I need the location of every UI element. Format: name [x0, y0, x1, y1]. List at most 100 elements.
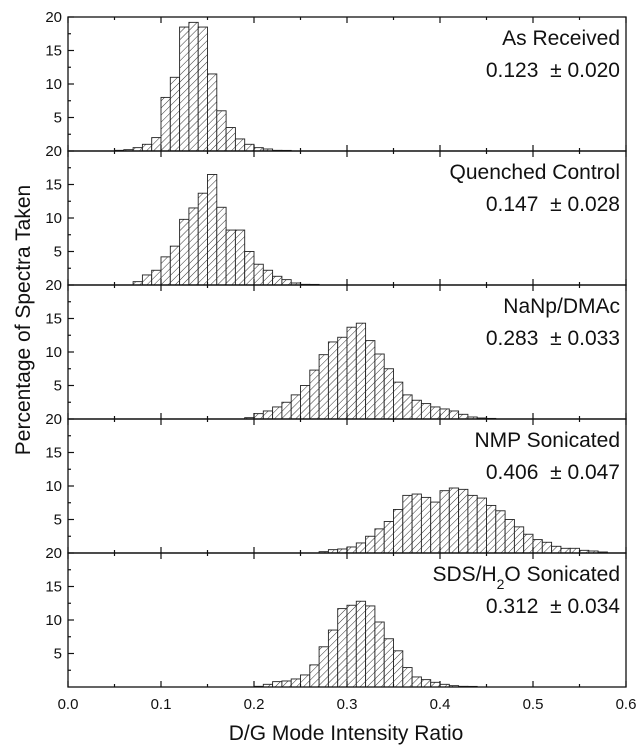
- histogram-bar: [179, 218, 190, 286]
- histogram-bar: [253, 263, 264, 286]
- histogram-bar: [179, 26, 190, 152]
- x-axis-title: D/G Mode Intensity Ratio: [229, 722, 464, 745]
- histogram-bar: [337, 336, 348, 420]
- histogram-bar: [551, 545, 562, 554]
- histogram-bar: [439, 408, 450, 420]
- x-tick-label: 0.3: [337, 696, 358, 713]
- panel-3: 5 10 15 20 NMP Sonicated 0.406 ± 0.047: [45, 411, 627, 554]
- histogram-bar: [216, 110, 227, 152]
- histogram-bar: [569, 547, 580, 554]
- histogram-bar: [355, 542, 367, 554]
- histogram-bar: [365, 605, 376, 688]
- panel-stats: 0.312 ± 0.034: [486, 595, 620, 618]
- y-tick-label: 20: [45, 277, 62, 294]
- x-axis: 0.0 0.1 0.2 0.3 0.4 0.5 0.6: [58, 696, 637, 713]
- histogram-bar: [476, 497, 487, 554]
- histogram-bar: [374, 353, 385, 420]
- x-tick-label: 0.6: [616, 696, 637, 713]
- y-tick-label: 15: [45, 311, 62, 328]
- histogram-bar: [374, 621, 385, 688]
- y-tick-label: 5: [54, 110, 62, 127]
- histogram-bar: [448, 487, 460, 554]
- panel-stats: 0.147 ± 0.028: [486, 193, 620, 216]
- histogram-bar: [337, 608, 348, 688]
- histogram-bar: [383, 368, 394, 420]
- histogram-bar: [318, 646, 329, 688]
- histogram-bar: [253, 413, 264, 420]
- histogram-bar: [262, 410, 274, 420]
- histogram-bar: [513, 526, 525, 554]
- panel-4: 5 10 15 20 SDS/H2O Sonicated 0.312 ± 0.034: [45, 545, 627, 688]
- histogram-bar: [272, 681, 283, 688]
- y-tick-label: 10: [45, 612, 62, 629]
- histogram-bar: [411, 399, 422, 420]
- panel-label: As Received: [502, 27, 620, 50]
- panel-label: NaNp/DMAc: [503, 295, 620, 318]
- histogram-bar: [365, 340, 376, 420]
- y-tick-label: 10: [45, 344, 62, 361]
- histogram-bar: [309, 369, 320, 420]
- histogram-bar: [420, 679, 432, 688]
- histogram-bar: [346, 546, 357, 554]
- histogram-bar: [504, 519, 515, 554]
- histogram-bar: [290, 394, 301, 420]
- histogram-bar: [141, 143, 153, 152]
- panel-2: 5 10 15 20 NaNp/DMAc 0.283 ± 0.033: [45, 277, 627, 420]
- histogram-bar: [420, 496, 432, 554]
- histogram-bar: [281, 680, 292, 688]
- y-axis-title: Percentage of Spectra Taken: [12, 185, 35, 455]
- histogram-bar: [420, 403, 432, 420]
- histogram-bar: [430, 681, 441, 688]
- histogram-bar: [439, 490, 450, 554]
- panel-stats: 0.123 ± 0.020: [486, 59, 620, 82]
- histogram-bar: [374, 528, 385, 554]
- panel-stats: 0.406 ± 0.047: [486, 461, 620, 484]
- histogram-bar: [318, 354, 329, 420]
- y-tick-label: 10: [45, 210, 62, 227]
- x-tick-label: 0.1: [151, 696, 172, 713]
- y-tick-label: 15: [45, 445, 62, 462]
- histogram-bar: [393, 381, 404, 420]
- histogram-bar: [458, 413, 469, 420]
- histogram-bar: [151, 137, 162, 152]
- histogram-bar: [365, 535, 376, 554]
- histogram-bar: [383, 521, 394, 554]
- panel-stats: 0.283 ± 0.033: [486, 327, 620, 350]
- y-tick-label: 10: [45, 478, 62, 495]
- histogram-bar: [225, 229, 236, 286]
- histogram-bar: [188, 21, 199, 152]
- histogram-bar: [244, 143, 255, 152]
- histogram-bar: [300, 385, 311, 420]
- histogram-bar: [300, 674, 311, 688]
- x-tick-label: 0.4: [430, 696, 451, 713]
- histogram-bar: [327, 341, 339, 420]
- histogram-bar: [393, 509, 404, 554]
- histogram-bar: [141, 274, 153, 286]
- histogram-bar: [160, 256, 171, 286]
- histogram-bar: [234, 138, 246, 152]
- y-tick-label: 5: [54, 512, 62, 529]
- histogram-bar: [188, 207, 199, 286]
- histogram-bar: [393, 650, 404, 688]
- histogram-bar: [532, 539, 543, 554]
- panels-group: 5 10 15 20 As Received 0.123 ± 0.020 5 10 15 20 Qu…: [45, 9, 627, 688]
- y-tick-label: 15: [45, 43, 62, 60]
- x-tick-label: 0.2: [244, 696, 265, 713]
- histogram-bar: [207, 73, 218, 152]
- histogram-bar: [346, 604, 357, 688]
- y-tick-label: 20: [45, 9, 62, 26]
- panel-label: SDS/H2O Sonicated: [432, 563, 620, 592]
- histogram-bar: [197, 192, 208, 286]
- panel-label: Quenched Control: [450, 161, 620, 184]
- y-tick-label: 10: [45, 76, 62, 93]
- histogram-bar: [560, 547, 571, 554]
- histogram-bar: [160, 96, 171, 152]
- histogram-bar: [541, 541, 553, 554]
- histogram-bar: [355, 600, 367, 688]
- x-tick-label: 0.5: [523, 696, 544, 713]
- panel-label: NMP Sonicated: [474, 429, 620, 452]
- histogram-bar: [402, 494, 413, 554]
- histogram-bar: [458, 488, 469, 554]
- histogram-bar: [151, 269, 162, 286]
